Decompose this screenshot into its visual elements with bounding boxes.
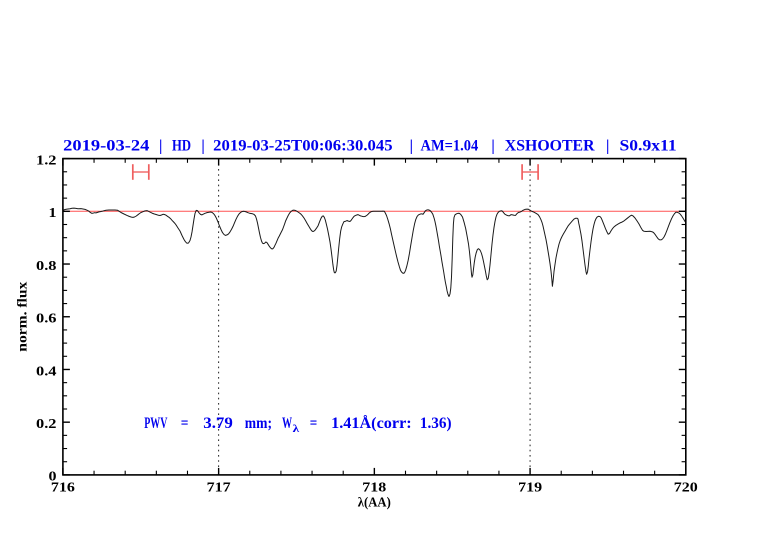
svg-text:0: 0: [49, 470, 57, 485]
svg-text:HD: HD: [172, 137, 191, 154]
svg-text:=: =: [181, 415, 189, 432]
svg-text:1.2: 1.2: [36, 153, 57, 168]
svg-text:PWV: PWV: [144, 415, 167, 432]
svg-text:W: W: [282, 415, 293, 432]
svg-text:2019-03-25T00:06:30.045: 2019-03-25T00:06:30.045: [213, 137, 393, 154]
svg-text:0.6: 0.6: [36, 312, 57, 327]
svg-text:λ(AA): λ(AA): [358, 496, 391, 511]
svg-text:718: 718: [362, 481, 386, 496]
svg-text:0.8: 0.8: [36, 259, 57, 274]
svg-text:|: |: [201, 137, 204, 154]
svg-text:|: |: [159, 137, 162, 154]
svg-text:717: 717: [207, 481, 231, 496]
svg-text:719: 719: [518, 481, 542, 496]
svg-text:0.4: 0.4: [36, 364, 57, 379]
svg-text:XSHOOTER: XSHOOTER: [505, 137, 596, 154]
svg-text:3.79: 3.79: [203, 415, 233, 432]
svg-text:1.41Å(corr:: 1.41Å(corr:: [331, 415, 412, 432]
svg-text:716: 716: [51, 481, 75, 496]
svg-text:2019-03-24: 2019-03-24: [63, 137, 150, 154]
svg-text:norm. flux: norm. flux: [16, 282, 31, 352]
svg-text:S0.9x11: S0.9x11: [620, 137, 677, 154]
svg-text:|: |: [606, 137, 609, 154]
svg-text:=: =: [310, 415, 318, 432]
svg-text:|: |: [491, 137, 494, 154]
svg-text:AM=1.04: AM=1.04: [421, 137, 479, 154]
svg-text:720: 720: [674, 481, 698, 496]
svg-text:λ: λ: [293, 423, 300, 435]
svg-text:|: |: [410, 137, 413, 154]
svg-text:1: 1: [49, 206, 57, 221]
svg-text:0.2: 0.2: [36, 417, 57, 432]
svg-text:mm;: mm;: [245, 415, 272, 432]
svg-text:1.36): 1.36): [420, 415, 452, 432]
